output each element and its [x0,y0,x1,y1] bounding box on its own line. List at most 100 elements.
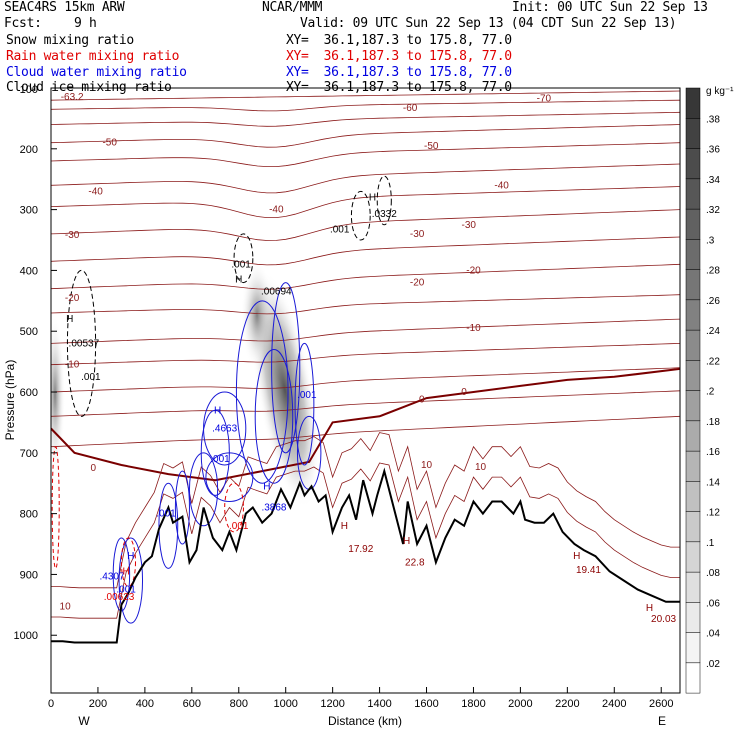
max-value-label: .001 [330,225,350,236]
x-axis-label: Distance (km) [328,714,402,728]
isotherm-line [51,90,680,101]
snow-contour [350,190,371,241]
isotherm-label: -30 [410,229,425,240]
isotherm-line [51,462,680,619]
x-tick-label: 200 [89,698,107,710]
colorbar-unit: g kg⁻¹ [706,86,734,97]
max-value-label: .001 [229,521,249,532]
colorbar-swatch [685,208,701,240]
colorbar-tick-label: .18 [706,417,720,428]
colorbar-swatch [685,450,701,482]
colorbar-tick-label: .16 [706,447,720,458]
colorbar-swatch [685,602,701,633]
max-value-label: .3868 [261,503,286,514]
colorbar-tick-label: .22 [706,356,720,367]
max-value-label: .001 [156,509,176,520]
snow-contour [233,233,254,284]
maximum-marker: H [369,192,376,203]
x-tick-label: 2600 [649,698,673,710]
colorbar-tick-label: .38 [706,114,720,125]
colorbar-tick-label: .04 [706,629,720,640]
isotherm-label: 10 [475,462,487,473]
field-name-rain: Rain water mixing ratio [6,49,180,64]
y-tick-label: 700 [20,448,38,460]
isotherm-label: -20 [65,293,80,304]
valid-time: Valid: 09 UTC Sun 22 Sep 13 (04 CDT Sun … [300,16,677,31]
x-tick-label: 1400 [367,698,391,710]
x-tick-label: 1000 [273,698,297,710]
x-tick-label: 400 [136,698,154,710]
maximum-marker: H [341,521,348,532]
snow-contour [66,269,97,417]
max-value-label: 19.41 [576,565,601,576]
isotherm-line [51,318,680,344]
cloud-water-contour [174,470,190,545]
isotherm-label: -40 [494,180,509,191]
cloud-water-contour [294,342,315,466]
max-value-label: .4307 [100,571,125,582]
isotherm-label: 0 [90,463,96,474]
max-value-label: .001 [210,454,230,465]
isotherm-label: -40 [269,205,284,216]
isotherm-label: 10 [60,602,72,613]
fcst-label: Fcst: [4,16,42,31]
colorbar-swatch [685,329,701,361]
colorbar-swatch [685,541,701,573]
colorbar-swatch [685,239,701,270]
plot-frame [50,87,681,694]
maximum-marker: H [403,536,410,547]
isotherm-line [51,415,680,448]
isotherm-line [51,236,680,266]
colorbar-swatch [685,269,701,301]
isotherm-label: -70 [537,93,552,104]
isotherm-label: 0 [419,394,425,405]
cloud-water-contour [254,348,294,484]
y-axis-label: Pressure (hPa) [3,360,17,441]
colorbar-swatch [685,390,701,422]
y-tick-label-top: 100 [20,84,38,96]
max-value-label: .4663 [212,424,237,435]
isotherm-label: -20 [410,278,425,289]
colorbar-swatch [685,511,701,543]
x-tick-label: 1800 [461,698,485,710]
max-value-label: 22.8 [405,557,425,568]
cloud-water-contour [271,282,301,454]
colorbar-tick-label: .12 [706,508,720,519]
y-tick-label: 300 [20,205,38,217]
field-name-cloud-water: Cloud water mixing ratio [6,65,187,80]
field-xy-cloud-water: XY= 36.1,187.3 to 175.8, 77.0 [286,65,512,80]
x-tick-label: 0 [48,698,54,710]
colorbar-swatch [685,571,701,603]
cloud-water-contour [118,537,144,624]
snow-contour [376,175,392,226]
colorbar-tick-label: .26 [706,296,720,307]
colorbar-tick-label: .32 [706,205,720,216]
y-tick-label: 800 [20,509,38,521]
max-value-label: .00694 [261,287,292,298]
isotherm-line [51,186,680,218]
isotherm-label: -63.2 [61,92,84,103]
y-tick-label: 600 [20,387,38,399]
end-label-west: W [78,714,90,728]
colorbar-swatch [685,178,701,210]
isotherm-label: -40 [88,186,103,197]
isotherm-label: -30 [65,230,80,241]
field-name-snow: Snow mixing ratio [6,33,134,48]
isotherm-line [51,367,680,393]
colorbar-tick-label: .06 [706,598,720,609]
cloud-water-contour [188,452,219,527]
maximum-marker: H [214,405,221,416]
y-tick-label: 200 [20,144,38,156]
isotherm-label: 10 [421,460,433,471]
max-value-label: .001 [81,372,101,383]
field-xy-rain: XY= 36.1,187.3 to 175.8, 77.0 [286,49,512,64]
isotherm-label: -10 [466,323,481,334]
colorbar-tick-label: .24 [706,326,720,337]
rain-water-contour [224,482,244,533]
x-tick-label: 1200 [320,698,344,710]
isotherm-label: -50 [424,141,439,152]
colorbar-swatch [685,420,701,452]
isotherm-label: -20 [466,265,481,276]
colorbar-tick-label: .28 [706,266,720,277]
colorbar-swatch [685,118,701,149]
